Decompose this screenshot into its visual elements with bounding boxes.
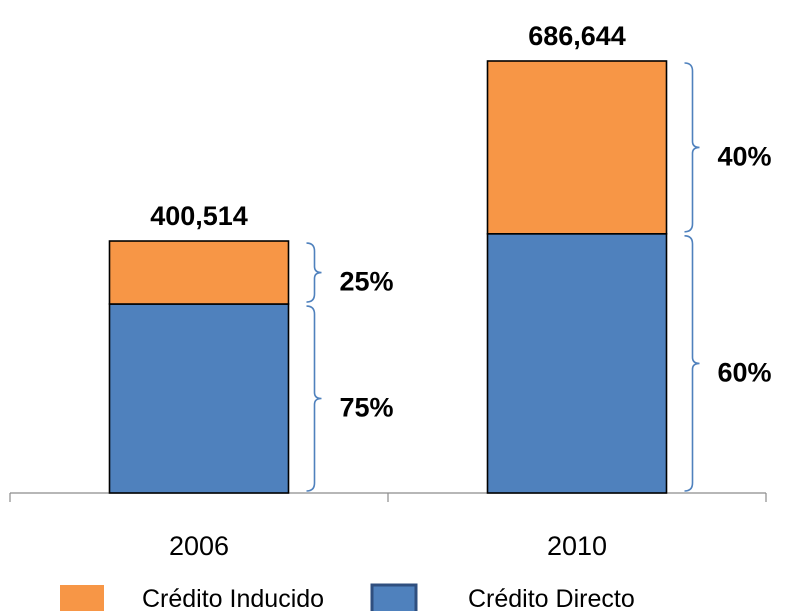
brace-2006-directo [306, 305, 322, 492]
legend: Crédito Inducido Crédito Directo [60, 583, 635, 611]
brace-2010-directo [684, 235, 700, 492]
share-label-2006-directo: 75% [340, 393, 394, 423]
share-label-2006-inducido: 25% [340, 267, 394, 297]
total-label-2006: 400,514 [150, 201, 248, 231]
category-label-2010: 2010 [547, 531, 607, 561]
legend-swatch-inducido [60, 585, 104, 611]
total-label-2010: 686,644 [528, 21, 626, 51]
bars [108, 60, 668, 494]
brace-2010-inducido [684, 62, 700, 233]
share-label-2010-directo: 60% [718, 357, 772, 387]
x-axis [9, 492, 767, 502]
share-label-2010-inducido: 40% [718, 141, 772, 171]
legend-swatch-directo [370, 583, 418, 611]
bar-segment-2006-directo [108, 303, 290, 494]
share-braces [306, 62, 700, 492]
bar-segment-2010-inducido [486, 60, 668, 235]
bar-segment-2006-inducido [108, 240, 290, 305]
legend-label-directo: Crédito Directo [468, 585, 635, 611]
category-label-2006: 2006 [169, 531, 229, 561]
data-labels: 400,514 2006 25% 75% 686,644 2010 40% 60% [150, 21, 771, 561]
legend-label-inducido: Crédito Inducido [142, 585, 324, 611]
bar-segment-2010-directo [486, 233, 668, 494]
brace-2006-inducido [306, 242, 322, 303]
